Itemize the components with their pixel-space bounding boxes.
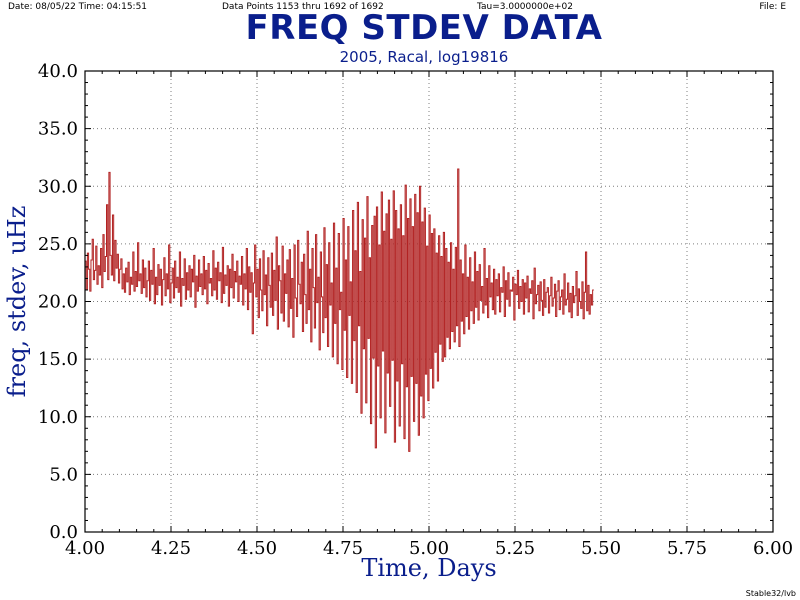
y-tick-label: 0.0 (49, 522, 78, 543)
y-tick-label: 30.0 (38, 176, 78, 197)
header-file: File: E (759, 2, 786, 12)
y-tick-label: 5.0 (49, 464, 78, 485)
y-tick-label: 25.0 (38, 234, 78, 255)
axis-ticks: 4.00 4.25 4.50 4.75 5.00 5.25 5.50 5.75 6.00 0.0 5… (38, 61, 793, 559)
x-tick-label: 5.75 (667, 538, 707, 559)
y-tick-label: 40.0 (38, 61, 78, 82)
x-tick-label: 4.75 (323, 538, 363, 559)
chart-subtitle: 2005, Racal, log19816 (339, 48, 509, 66)
y-tick-label: 15.0 (38, 349, 78, 370)
x-tick-label: 4.00 (65, 538, 105, 559)
chart-title: FREQ STDEV DATA (245, 8, 603, 48)
header-date-time: Date: 08/05/22 Time: 04:15:51 (8, 2, 148, 12)
footer-credit: Stable32/lvb (745, 589, 796, 598)
x-tick-label: 5.50 (581, 538, 621, 559)
x-axis-title: Time, Days (361, 554, 496, 582)
x-tick-label: 5.00 (409, 538, 449, 559)
y-axis-title: freq, stdev, uHz (3, 206, 31, 398)
y-tick-label: 20.0 (38, 292, 78, 313)
series-line (85, 168, 594, 452)
x-tick-label: 4.25 (151, 538, 191, 559)
y-tick-label: 10.0 (38, 407, 78, 428)
x-tick-label: 6.00 (753, 538, 793, 559)
series-layer (85, 168, 594, 452)
header-tau: Tau=3.0000000e+02 (477, 2, 573, 12)
y-tick-label: 35.0 (38, 119, 78, 140)
header-data-points: Data Points 1153 thru 1692 of 1692 (222, 2, 384, 12)
x-tick-label: 4.50 (237, 538, 277, 559)
x-tick-label: 5.25 (495, 538, 535, 559)
